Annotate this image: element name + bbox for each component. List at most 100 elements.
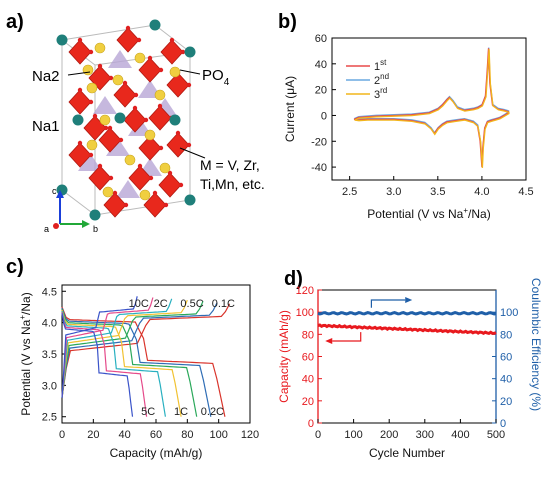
y-left-tick-label: 40 [302,374,314,386]
po4-label: PO4 [202,67,230,88]
rate-label-0.1C: 0.1C [212,298,235,310]
oxygen-atom [167,170,173,176]
plot-frame [317,289,497,424]
x-tick-label: 0 [315,429,321,441]
panel-c-letter: c) [6,256,24,278]
rate-label-2C: 2C [154,298,168,310]
panel-b-letter: b) [278,11,297,33]
na2-label: Na2 [32,68,60,85]
oxygen-atom [77,87,83,93]
charge-curve-5C [61,297,154,398]
mo6-octahedron [123,107,147,133]
mo6-octahedron [138,135,162,161]
na-site-atom [159,162,171,174]
mo6-octahedron [68,89,92,115]
oxygen-atom [118,137,124,143]
oxygen-atom [92,113,98,119]
po4-tetrahedron [106,138,130,156]
legend-entry: 2nd [374,72,389,87]
discharge-curve-0.1C [61,306,226,417]
panel-d-letter: d) [284,268,303,290]
na-site-atom [94,42,106,54]
y-left-tick-label: 60 [302,352,314,364]
efficiency-arrow [370,299,406,308]
discharge-curve-2C [61,310,166,417]
x-tick-label: 200 [380,429,398,441]
panel-b: b) 2.5 3.0 3.5 4.0 4.5 -40 -20 0 20 40 60 Potential … [278,11,534,221]
oxygen-atom [157,103,163,109]
na-site-atom [102,186,114,198]
x-tick-label: 4.5 [518,186,533,198]
x-tick-label: 300 [416,429,434,441]
axis-a-label: a [44,224,49,234]
discharge-curve-1C [61,309,182,417]
x-tick-label: 4.0 [474,186,489,198]
m-label-line1: M = V, Zr, [200,157,260,173]
oxygen-atom [152,190,158,196]
na-atom [114,112,126,124]
na-site-atom [112,74,124,86]
oxygen-atom [158,145,164,151]
oxygen-atom [88,152,94,158]
mo6-octahedron [103,192,127,218]
charge-curve-1C [61,299,188,398]
cv-curve-3 [354,49,510,168]
oxygen-atom [158,67,164,73]
y-left-tick-label: 100 [296,307,314,319]
oxygen-atom [133,92,139,98]
rate-label-5C: 5C [141,406,155,418]
y-tick-label: 0 [321,110,327,122]
na-site-atom [82,64,94,76]
discharge-curve-5C [61,312,148,417]
x-tick-label: 2.5 [342,186,357,198]
oxygen-atom [112,190,118,196]
m-label-line2: Ti,Mn, etc. [200,176,265,192]
x-axis-label: Cycle Number [369,446,445,460]
y-tick-label: 20 [315,85,327,97]
mo6-octahedron [128,165,152,191]
na-atom [72,114,84,126]
y-left-axis-label: Capacity (mAh/g) [277,310,291,403]
mo6-octahedron [68,142,92,168]
y-tick-label: 4.5 [42,286,57,298]
cv-curve-1 [353,48,510,168]
panel-d: d)0 100 200 300 400 5000204060801001200204060… [277,268,542,460]
na-atom [149,19,161,31]
oxygen-atom [77,140,83,146]
rate-label-0.5C: 0.5C [180,298,203,310]
y-right-tick-label: 80 [500,329,512,341]
na-site-atom [86,82,98,94]
oxygen-atom [108,75,114,81]
axis-b-label: b [93,224,98,234]
panel-a-letter: a) [6,11,24,33]
x-tick-label: 0 [59,429,65,441]
discharge-curve-0.2C [61,307,212,417]
po4-leader [179,69,201,75]
oxygen-atom [97,63,103,69]
mo6-octahedron [148,105,172,131]
mo6-octahedron [98,127,122,153]
charge-curve-10C [61,296,138,398]
x-tick-label: 20 [87,429,99,441]
y-right-tick-label: 40 [500,374,512,386]
oxygen-atom [123,202,129,208]
y-tick-label: 2.5 [42,412,57,424]
oxygen-atom [97,163,103,169]
na-site-atom [144,129,156,141]
na-site-atom [86,139,98,151]
x-tick-label: 120 [241,429,259,441]
mo6-octahedron [158,172,182,198]
na-atom [56,34,68,46]
y-right-tick-label: 0 [500,418,506,430]
oxygen-atom [169,37,175,43]
oxygen-atom [137,163,143,169]
mo6-octahedron [88,165,112,191]
oxygen-atom [88,49,94,55]
oxygen-atom [77,37,83,43]
axis-triad: c a b [44,186,98,234]
mo6-octahedron [143,192,167,218]
x-axis-label: Capacity (mAh/g) [110,446,203,460]
x-tick-label: 400 [451,429,469,441]
charge-curve-0.1C [61,303,231,398]
oxygen-atom [175,130,181,136]
